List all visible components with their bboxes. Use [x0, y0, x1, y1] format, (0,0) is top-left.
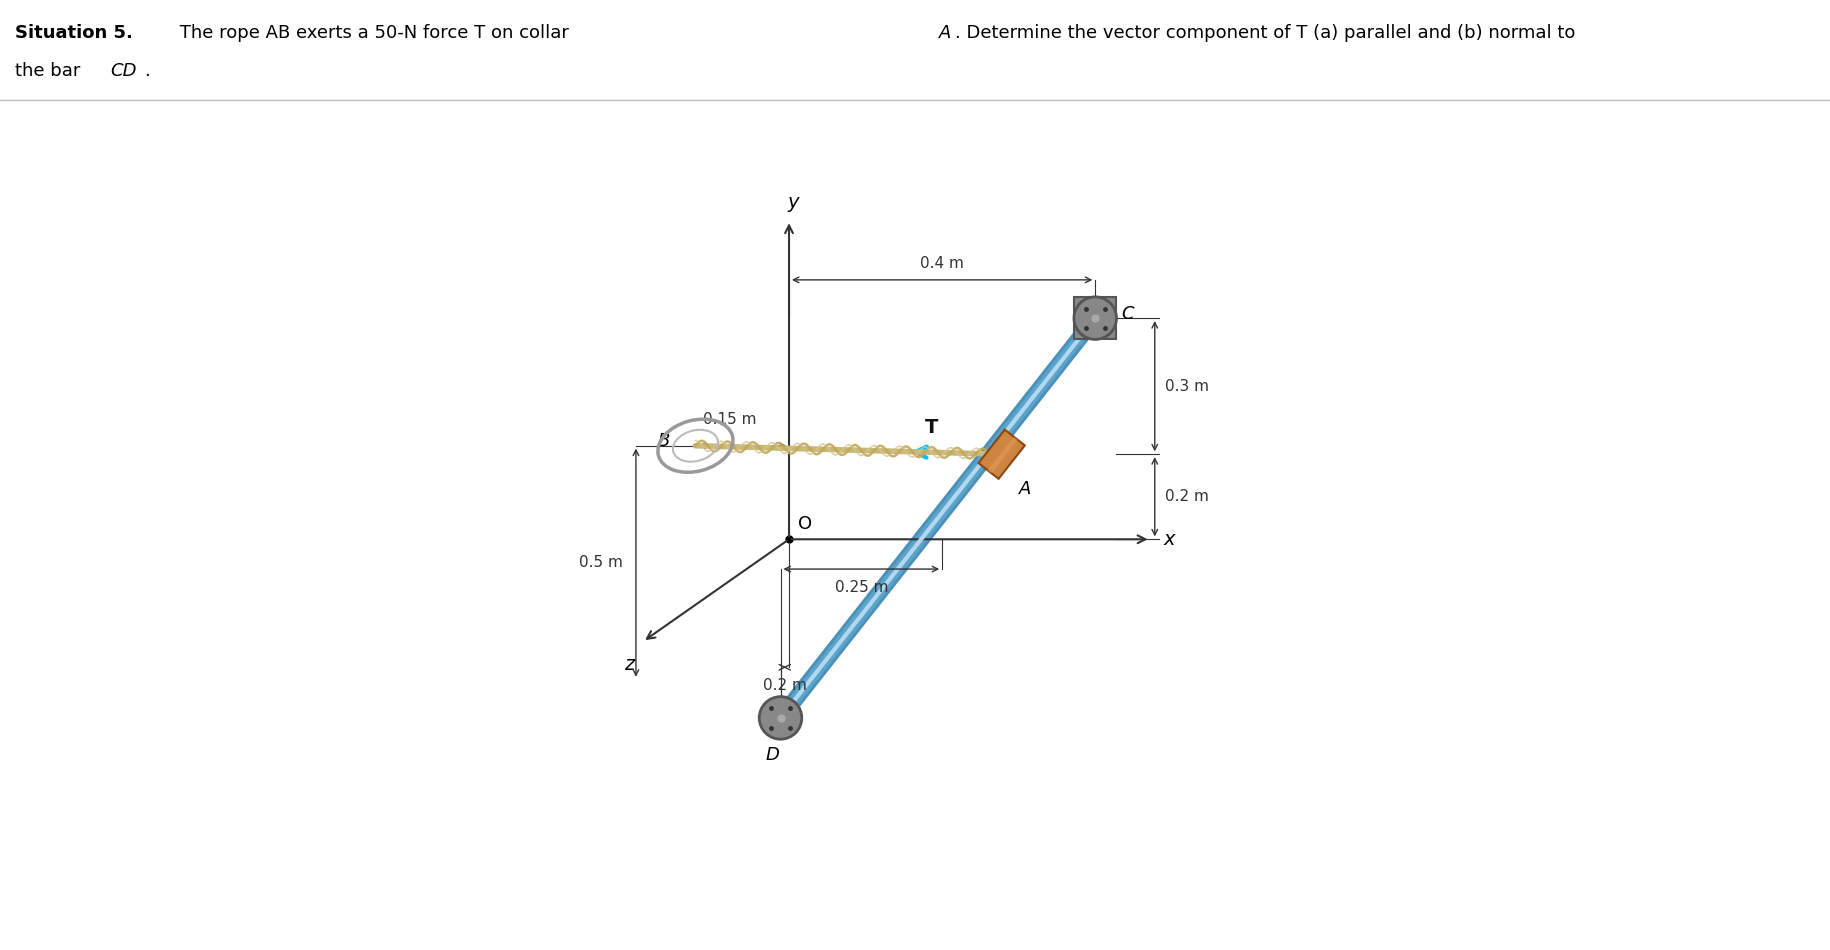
Text: z: z: [624, 655, 635, 674]
Text: 0.2 m: 0.2 m: [1166, 489, 1210, 504]
Text: A: A: [939, 24, 952, 42]
Text: 0.3 m: 0.3 m: [1166, 379, 1210, 393]
Polygon shape: [988, 437, 1017, 473]
Text: 0.2 m: 0.2 m: [763, 678, 807, 693]
Text: T: T: [926, 418, 939, 437]
Text: C: C: [1120, 305, 1133, 323]
Text: 0.4 m: 0.4 m: [920, 256, 964, 272]
Text: y: y: [787, 193, 800, 212]
Text: O: O: [798, 515, 813, 533]
Text: B: B: [657, 432, 670, 450]
Text: A: A: [1019, 480, 1030, 498]
Text: the bar: the bar: [15, 62, 86, 80]
Polygon shape: [1074, 296, 1116, 339]
Circle shape: [759, 696, 802, 739]
Text: The rope AB exerts a 50-N force T on collar: The rope AB exerts a 50-N force T on col…: [174, 24, 575, 42]
Text: 0.5 m: 0.5 m: [580, 555, 624, 570]
Text: . Determine the vector component of T (a) parallel and (b) normal to: . Determine the vector component of T (a…: [955, 24, 1576, 42]
Text: CD: CD: [110, 62, 135, 80]
Text: Situation 5.: Situation 5.: [15, 24, 132, 42]
Polygon shape: [979, 429, 1025, 479]
Circle shape: [1074, 296, 1116, 339]
Text: D: D: [765, 746, 780, 764]
Text: .: .: [145, 62, 150, 80]
Text: x: x: [1164, 530, 1175, 549]
Text: 0.15 m: 0.15 m: [703, 411, 756, 427]
Text: 0.25 m: 0.25 m: [834, 580, 888, 595]
